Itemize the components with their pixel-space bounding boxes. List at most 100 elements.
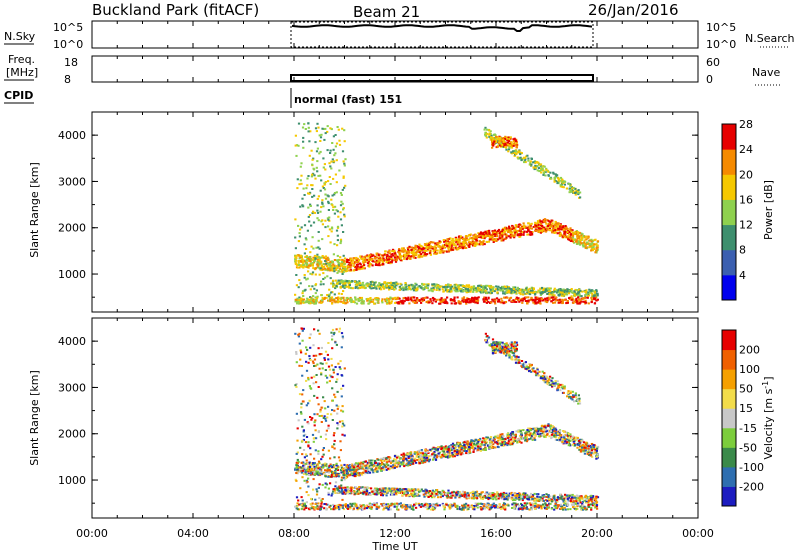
echo-cell (584, 299, 587, 302)
echo-cell (314, 292, 317, 295)
echo-cell (302, 461, 305, 464)
echo-cell (579, 300, 583, 303)
echo-cell (336, 244, 339, 247)
echo-cell (305, 248, 308, 250)
echo-cell (478, 243, 481, 246)
echo-cell (427, 459, 430, 461)
echo-cell (324, 181, 327, 183)
echo-cell (477, 243, 480, 246)
echo-cell (343, 467, 347, 469)
echo-cell (575, 190, 578, 192)
echo-cell (516, 156, 519, 159)
echo-cell (520, 297, 523, 300)
echo-cell (465, 302, 468, 305)
echo-cell (432, 250, 435, 253)
echo-cell (333, 267, 336, 270)
echo-cell (486, 436, 489, 439)
echo-cell (574, 439, 577, 442)
echo-cell (385, 465, 388, 468)
echo-cell (356, 466, 359, 469)
echo-cell (355, 256, 358, 259)
echo-cell (363, 259, 367, 261)
echo-cell (488, 232, 491, 234)
echo-cell (386, 458, 389, 461)
echo-cell (300, 260, 303, 263)
echo-cell (494, 435, 497, 438)
echo-cell (515, 141, 518, 144)
echo-cell (484, 286, 487, 289)
echo-cell (361, 258, 364, 260)
echo-cell (363, 460, 366, 463)
echo-cell (335, 300, 338, 303)
echo-cell (331, 301, 334, 304)
echo-cell (509, 291, 513, 294)
echo-cell (316, 264, 319, 266)
echo-cell (311, 472, 314, 475)
echo-cell (502, 289, 505, 292)
echo-cell (482, 233, 485, 236)
echo-cell (330, 198, 333, 201)
echo-cell (557, 178, 560, 181)
echo-cell (326, 256, 329, 259)
echo-cell (317, 266, 320, 269)
echo-cell (393, 466, 396, 469)
echo-cell (347, 259, 350, 261)
echo-cell (295, 144, 299, 147)
echo-cell (396, 460, 399, 463)
cpid-row: CPID normal (fast) 151 (4, 88, 402, 108)
echo-cell (317, 231, 320, 233)
echo-cell (581, 290, 584, 293)
echo-cell (333, 259, 336, 261)
echo-cell (525, 289, 528, 292)
echo-cell (514, 435, 517, 438)
echo-cell (310, 245, 313, 248)
echo-cell (418, 299, 421, 302)
echo-cell (372, 469, 375, 472)
echo-cell (570, 289, 573, 292)
echo-cell (350, 298, 353, 301)
echo-cell (544, 426, 547, 429)
echo-cell (503, 292, 507, 295)
echo-cell (318, 152, 321, 155)
echo-cell (457, 300, 460, 303)
echo-cell (407, 455, 410, 458)
echo-cell (367, 254, 371, 257)
echo-cell (486, 444, 490, 447)
echo-cell (491, 238, 494, 241)
echo-cell (590, 298, 593, 301)
echo-cell (374, 281, 377, 284)
echo-cell (573, 444, 576, 447)
echo-cell (428, 455, 431, 458)
echo-cell (453, 284, 456, 287)
echo-cell (312, 167, 315, 170)
echo-cell (310, 149, 313, 152)
echo-cell (500, 287, 503, 290)
echo-cell (308, 256, 311, 259)
echo-cell (531, 231, 534, 233)
velocity-scatter-cells (294, 327, 600, 511)
echo-cell (585, 246, 588, 249)
echo-cell (538, 297, 541, 300)
echo-cell (572, 298, 575, 301)
echo-cell (559, 232, 562, 235)
echo-cell (376, 301, 379, 304)
echo-cell (541, 432, 544, 435)
echo-cell (435, 298, 438, 301)
echo-cell (369, 254, 372, 257)
echo-cell (569, 240, 573, 242)
echo-cell (465, 284, 468, 287)
echo-cell (475, 241, 478, 244)
echo-cell (473, 440, 476, 443)
echo-cell (340, 194, 343, 196)
echo-cell (446, 238, 449, 241)
echo-cell (526, 438, 529, 441)
echo-cell (341, 127, 344, 130)
echo-cell (523, 161, 526, 164)
echo-cell (551, 291, 554, 293)
echo-cell (317, 470, 320, 473)
echo-cell (481, 242, 484, 245)
echo-cell (307, 465, 310, 468)
echo-cell (404, 288, 407, 291)
echo-cell (536, 220, 540, 223)
